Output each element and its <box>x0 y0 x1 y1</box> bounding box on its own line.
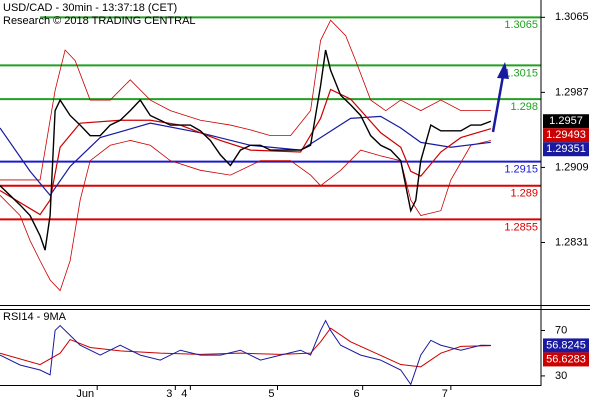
series-line <box>0 327 491 368</box>
last-value-box <box>543 352 589 367</box>
last-value-box <box>543 338 589 353</box>
last-value-box <box>543 128 589 143</box>
last-value-label: 56.6283 <box>546 353 586 365</box>
level-label: 1.3015 <box>504 67 538 79</box>
series-line <box>0 115 491 197</box>
series-line <box>0 319 491 386</box>
level-label-bg <box>500 101 540 114</box>
x-tick-label: 7 <box>442 388 448 400</box>
y-tick-label: 1.2987 <box>555 86 589 98</box>
x-tick-label: 6 <box>354 388 360 400</box>
level-label: 1.2915 <box>504 164 538 176</box>
x-tick-label: 3 <box>166 388 172 400</box>
chart-title: USD/CAD - 30min - 13:37:18 (CET) <box>3 2 177 14</box>
last-value-label: 1.2957 <box>549 115 583 127</box>
rsi-panel: 70 30 Jun 3 4 5 6 7 56.8245 56.6283 <box>0 319 589 400</box>
y-tick-label: 1.2909 <box>555 161 589 173</box>
x-tick-label: Jun <box>76 388 94 400</box>
last-value-label: 1.29351 <box>546 143 586 155</box>
last-value-label: 1.29493 <box>546 129 586 141</box>
last-value-label: 56.8245 <box>546 339 586 351</box>
series-line <box>0 49 492 251</box>
level-label-bg <box>500 163 540 176</box>
y-tick-label: 30 <box>555 370 567 382</box>
rsi-title: RSI14 - 9MA <box>3 311 67 323</box>
y-tick-label: 1.2831 <box>555 236 589 248</box>
level-label: 1.289 <box>510 188 538 200</box>
level-label: 1.2855 <box>504 221 538 233</box>
level-label-bg <box>500 221 540 234</box>
y-tick-label: 1.3065 <box>555 11 589 23</box>
series-line <box>0 88 492 216</box>
level-label: 1.298 <box>510 101 538 113</box>
chart-subtitle: Research © 2018 TRADING CENTRAL <box>3 15 196 27</box>
last-value-box <box>543 142 589 157</box>
last-value-box <box>543 114 589 129</box>
x-tick-label: 5 <box>268 388 274 400</box>
level-label-bg <box>500 19 540 32</box>
x-tick-label: 4 <box>181 388 187 400</box>
series-line <box>0 19 491 181</box>
level-label-bg <box>500 67 540 80</box>
y-tick-label: 70 <box>555 324 567 336</box>
level-label-bg <box>500 187 540 200</box>
forecast-arrow <box>491 62 509 133</box>
level-label: 1.3065 <box>504 19 538 31</box>
price-panel: 1.3065 1.2987 1.2909 1.2831 1.3065 1.3015 1.29… <box>0 11 589 292</box>
